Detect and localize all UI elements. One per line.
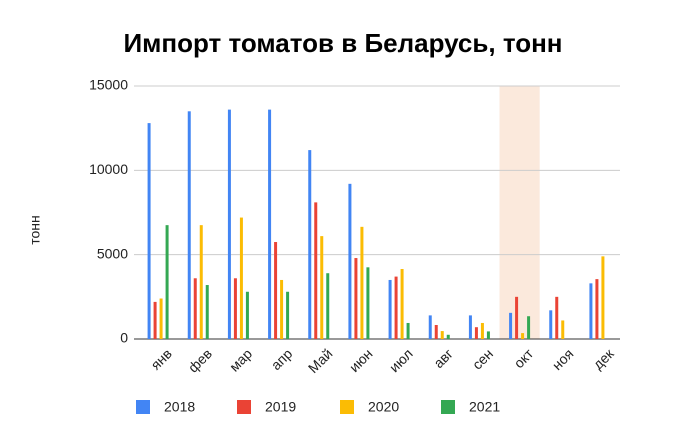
bar — [366, 267, 370, 339]
bar — [268, 109, 272, 339]
y-tick-label: 5000 — [97, 245, 128, 261]
bar — [440, 331, 444, 339]
bar — [159, 298, 163, 339]
y-tick-label: 15000 — [89, 77, 128, 93]
bar — [480, 322, 484, 339]
bar — [521, 333, 525, 339]
y-axis-label: тонн — [27, 215, 43, 245]
bar — [187, 111, 191, 339]
bar — [245, 291, 249, 339]
legend-label: 2020 — [368, 399, 399, 415]
bar — [601, 256, 605, 339]
bar — [394, 276, 398, 339]
x-tick-label: авг — [430, 345, 456, 371]
bar — [360, 226, 364, 339]
bar — [308, 150, 312, 339]
bar — [388, 279, 392, 339]
bar — [400, 269, 404, 339]
bar — [509, 312, 513, 339]
y-tick-label: 0 — [120, 330, 128, 346]
legend-label: 2021 — [469, 399, 500, 415]
bar — [348, 183, 352, 339]
bar — [595, 279, 599, 339]
bar — [193, 278, 197, 339]
bar — [486, 331, 490, 339]
bar — [274, 242, 278, 339]
legend-label: 2019 — [265, 399, 296, 415]
legend-swatch — [136, 400, 150, 414]
bar — [165, 225, 169, 339]
x-tick-label: июл — [386, 345, 416, 375]
bar — [406, 322, 410, 339]
bar — [589, 283, 593, 339]
x-tick-label: Май — [305, 345, 336, 376]
legend-swatch — [441, 400, 455, 414]
bar — [205, 285, 209, 339]
bar — [199, 225, 203, 339]
bar — [555, 296, 559, 339]
bar — [468, 315, 472, 339]
chart-title: Импорт томатов в Беларусь, тонн — [123, 28, 562, 58]
bar — [326, 273, 330, 339]
bar — [286, 291, 290, 339]
bar — [527, 316, 531, 339]
bar — [314, 202, 318, 339]
bar — [233, 278, 237, 339]
x-tick-label: окт — [511, 345, 537, 371]
highlight-band — [499, 86, 540, 339]
x-tick-label: июн — [346, 345, 376, 375]
legend-label: 2018 — [164, 399, 195, 415]
bar — [239, 217, 243, 339]
x-tick-label: апр — [268, 345, 296, 373]
bar — [227, 109, 231, 339]
bar — [561, 320, 565, 339]
bar — [147, 123, 151, 340]
bar — [446, 334, 450, 339]
legend-swatch — [237, 400, 251, 414]
bar — [153, 301, 157, 339]
bar — [434, 325, 438, 339]
bar — [428, 315, 432, 339]
bar — [515, 296, 519, 339]
bar — [320, 236, 324, 339]
bar — [549, 310, 553, 339]
x-tick-label: дек — [590, 345, 618, 373]
x-tick-label: янв — [147, 345, 174, 372]
x-tick-label: сен — [469, 345, 496, 372]
bar — [354, 258, 358, 339]
legend-swatch — [340, 400, 354, 414]
x-tick-label: ноя — [549, 345, 577, 373]
y-tick-label: 10000 — [89, 161, 128, 177]
x-tick-label: мар — [226, 345, 255, 374]
x-tick-label: фев — [185, 345, 215, 375]
bar — [474, 327, 478, 339]
bar — [280, 279, 284, 339]
